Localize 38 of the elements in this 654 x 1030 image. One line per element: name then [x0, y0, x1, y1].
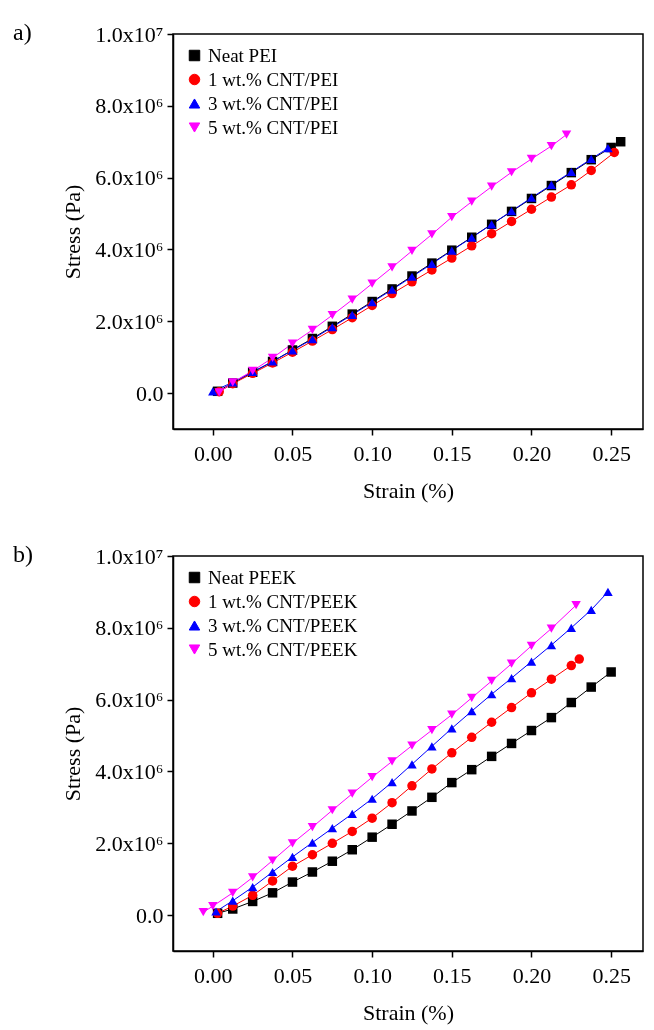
y-tick-label: 4.0x10⁶ [95, 758, 164, 784]
legend-label: 5 wt.% CNT/PEEK [208, 638, 358, 660]
legend-label: 3 wt.% CNT/PEI [208, 92, 339, 114]
x-tick-label: 0.15 [433, 962, 472, 988]
y-tick-label: 6.0x10⁶ [95, 687, 164, 713]
legend-label: 1 wt.% CNT/PEI [208, 68, 339, 90]
legend-label: 1 wt.% CNT/PEEK [208, 590, 358, 612]
x-axis-title: Strain (%) [362, 999, 455, 1025]
x-tick-label: 0.25 [592, 440, 631, 466]
x-axis-title: Strain (%) [362, 477, 455, 503]
y-tick-label: 8.0x10⁶ [95, 615, 164, 641]
x-tick-label: 0.10 [353, 440, 392, 466]
legend-label: 5 wt.% CNT/PEI [208, 116, 339, 138]
y-tick-label: 2.0x10⁶ [95, 830, 164, 856]
x-tick-label: 0.20 [512, 962, 552, 988]
x-tick-label: 0.00 [194, 962, 233, 988]
y-axis-title: Stress (Pa) [60, 184, 86, 280]
y-tick-label: 4.0x10⁶ [95, 236, 164, 262]
chart-title: b) [13, 541, 33, 567]
y-tick-label: 1.0x10⁷ [95, 543, 164, 569]
legend-label: 3 wt.% CNT/PEEK [208, 614, 358, 636]
y-tick-label: 0.0 [136, 902, 164, 928]
chart-title: a) [13, 19, 32, 45]
x-tick-label: 0.05 [273, 440, 313, 466]
y-tick-label: 6.0x10⁶ [95, 165, 164, 191]
y-tick-label: 0.0 [136, 380, 164, 406]
y-tick-label: 8.0x10⁶ [95, 93, 164, 119]
x-tick-label: 0.00 [194, 440, 233, 466]
legend-label: Neat PEEK [208, 566, 297, 588]
x-tick-label: 0.15 [433, 440, 472, 466]
legend-label: Neat PEI [208, 44, 278, 66]
y-tick-label: 1.0x10⁷ [95, 21, 164, 47]
x-tick-label: 0.20 [512, 440, 552, 466]
y-axis-title: Stress (Pa) [60, 706, 86, 802]
x-tick-label: 0.10 [353, 962, 392, 988]
x-tick-label: 0.05 [273, 962, 313, 988]
x-tick-label: 0.25 [592, 962, 631, 988]
y-tick-label: 2.0x10⁶ [95, 308, 164, 334]
